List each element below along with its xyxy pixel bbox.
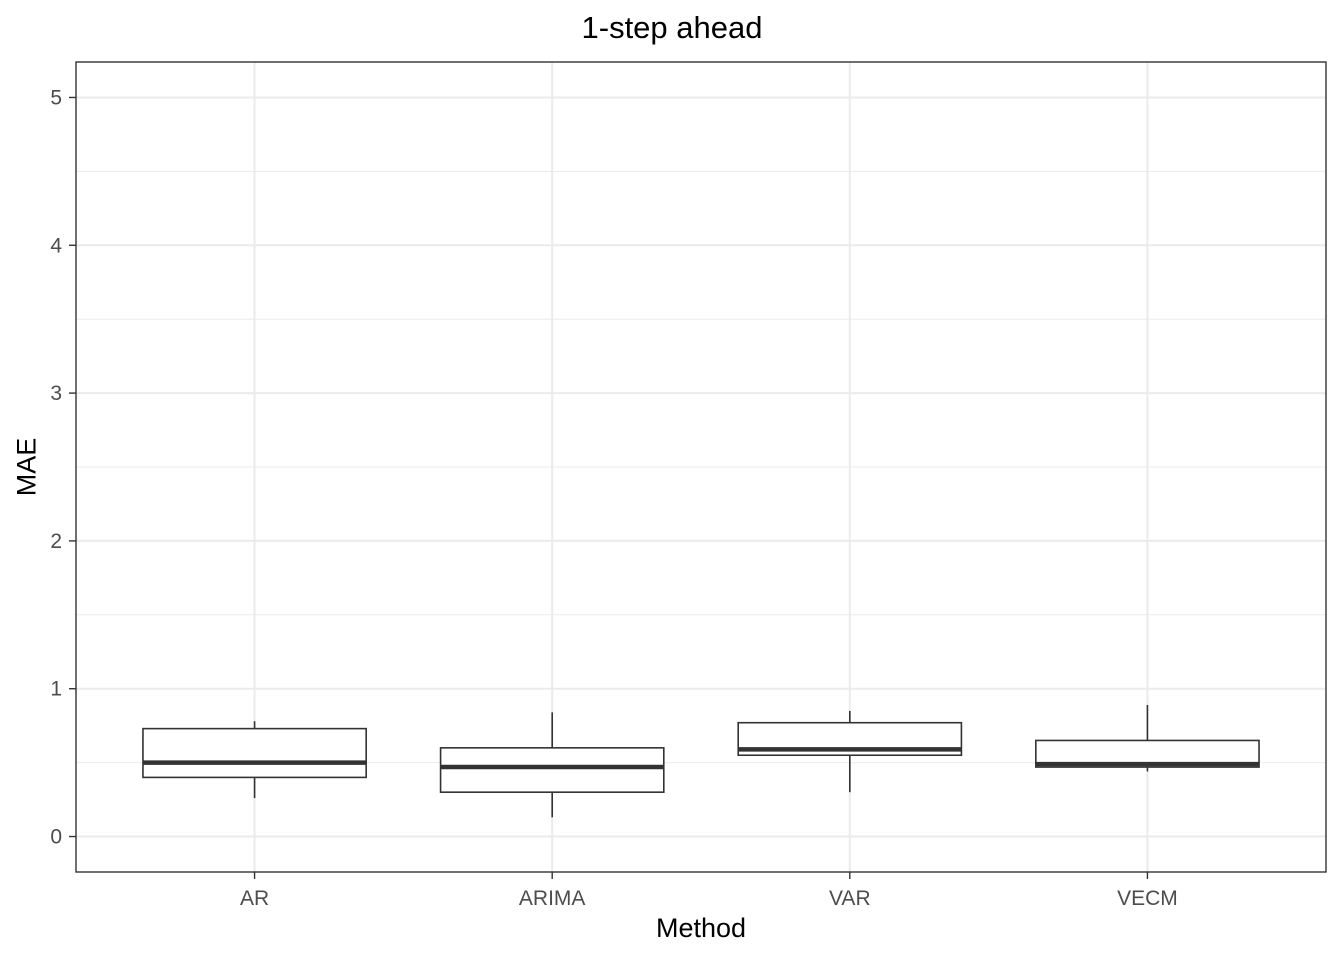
box-ar xyxy=(142,721,367,799)
y-axis-label: MAE xyxy=(11,437,42,497)
box-arima xyxy=(439,712,665,818)
x-tick-label: AR xyxy=(240,887,269,910)
box-vecm xyxy=(1035,704,1260,772)
x-tick-label: ARIMA xyxy=(519,887,586,910)
axis-layer: 0 1 2 3 4 5 AR ARIMA VAR VECM xyxy=(50,86,1177,910)
chart-title: 1-step ahead xyxy=(581,10,763,45)
x-axis-label: Method xyxy=(655,913,747,943)
y-tick-label: 4 xyxy=(50,234,62,257)
box-var xyxy=(737,710,963,793)
box-body xyxy=(142,727,367,779)
x-tick-label: VAR xyxy=(829,887,871,910)
y-tick-label: 3 xyxy=(50,382,62,405)
y-tick-label: 1 xyxy=(50,678,62,701)
panel-border xyxy=(75,61,1327,873)
y-tick-label: 2 xyxy=(50,530,62,553)
box-layer xyxy=(142,704,1260,818)
grid-layer xyxy=(76,62,1326,872)
x-tick-label: VECM xyxy=(1117,887,1178,910)
y-tick-label: 0 xyxy=(50,826,62,849)
box-body xyxy=(439,747,665,793)
y-tick-label: 5 xyxy=(50,86,62,109)
